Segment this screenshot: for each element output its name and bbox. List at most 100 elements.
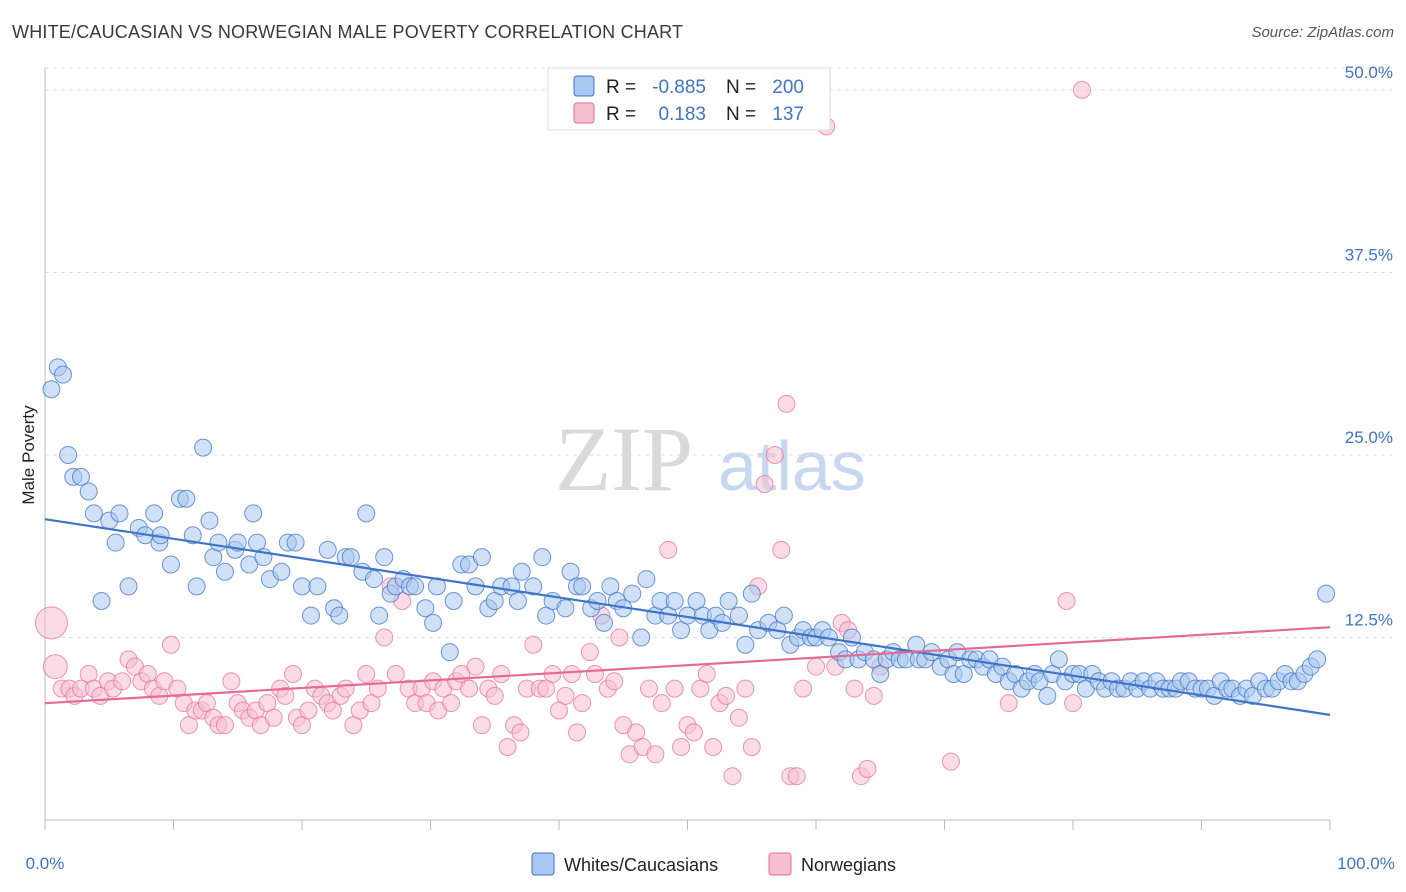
norwegians-point — [113, 672, 132, 691]
legend-r-value-1: -0.885 — [652, 77, 706, 98]
norwegians-point — [672, 737, 691, 756]
legend-bottom: Whites/Caucasians Norwegians — [531, 852, 896, 876]
norwegians-point — [765, 445, 784, 464]
norwegians-point — [284, 664, 303, 683]
norwegians-point — [723, 767, 742, 786]
series-norwegians — [34, 80, 1091, 786]
norwegians-point — [511, 723, 530, 742]
whites-point — [92, 591, 111, 610]
norwegians-point — [717, 686, 736, 705]
legend-n-value-1: 200 — [772, 77, 804, 98]
norwegians-point — [665, 679, 684, 698]
whites-point — [209, 533, 228, 552]
norwegians-point — [573, 694, 592, 713]
whites-point — [357, 504, 376, 523]
norwegians-point — [222, 672, 241, 691]
norwegians-point — [639, 679, 658, 698]
whites-point — [729, 606, 748, 625]
norwegians-point — [276, 686, 295, 705]
whites-point — [119, 577, 138, 596]
norwegians-point — [299, 701, 318, 720]
norwegians-point — [777, 394, 796, 413]
norwegians-point — [386, 664, 405, 683]
whites-point — [440, 643, 459, 662]
legend-top: R = -0.885 N = 200 R = 0.183 N = 137 — [547, 67, 831, 131]
norwegians-point — [610, 628, 629, 647]
whites-point — [556, 599, 575, 618]
norwegians-point — [264, 708, 283, 727]
norwegians-point — [42, 654, 68, 680]
norwegians-point — [755, 475, 774, 494]
whites-point — [293, 577, 311, 596]
whites-point — [370, 606, 389, 625]
norwegians-point — [336, 679, 355, 698]
norwegians-point — [562, 664, 581, 683]
trend-line-norwegians — [44, 626, 1331, 705]
legend-n-label-2: N = — [726, 104, 756, 125]
norwegians-point — [646, 745, 665, 764]
norwegians-point — [772, 540, 791, 559]
norwegians-point — [999, 694, 1018, 713]
y-tick-label: 50.0% — [1345, 63, 1393, 82]
whites-point — [145, 504, 164, 523]
whites-point — [1308, 650, 1327, 669]
norwegians-point — [729, 708, 748, 727]
whites-point — [183, 526, 202, 545]
norwegians-point — [556, 686, 575, 705]
norwegians-point — [794, 679, 813, 698]
whites-point — [774, 606, 793, 625]
norwegians-point — [498, 737, 517, 756]
whites-point — [1317, 584, 1336, 603]
norwegians-point — [485, 686, 504, 705]
norwegians-point — [845, 679, 864, 698]
legend-swatch-blue — [573, 75, 595, 97]
norwegians-point — [1072, 80, 1091, 99]
whites-point — [406, 577, 425, 596]
whites-point — [341, 548, 360, 567]
whites-point — [161, 555, 180, 574]
y-tick-labels: 12.5% 25.0% 37.5% 50.0% — [1345, 63, 1393, 630]
whites-point — [508, 591, 527, 610]
legend-r-label-2: R = — [606, 104, 636, 125]
whites-point — [1038, 686, 1057, 705]
norwegians-point — [472, 716, 491, 735]
whites-point — [594, 613, 613, 632]
norwegians-point — [736, 679, 755, 698]
whites-point — [665, 591, 684, 610]
y-tick-label: 25.0% — [1345, 428, 1393, 447]
whites-point — [623, 584, 642, 603]
whites-point — [318, 540, 337, 559]
whites-point — [177, 489, 196, 508]
norwegians-point — [659, 540, 678, 559]
whites-point — [719, 591, 738, 610]
norwegians-point — [858, 759, 877, 778]
gridlines — [45, 67, 1392, 638]
whites-point — [424, 613, 443, 632]
norwegians-point — [460, 679, 479, 698]
norwegians-point — [442, 694, 461, 713]
whites-point — [79, 482, 98, 501]
norwegians-point — [605, 672, 624, 691]
y-tick-label: 12.5% — [1345, 610, 1393, 629]
whites-point — [59, 445, 78, 464]
whites-point — [194, 438, 213, 457]
whites-point — [588, 591, 607, 610]
y-axis-label: Male Poverty — [19, 405, 38, 505]
chart-title: WHITE/CAUCASIAN VS NORWEGIAN MALE POVERT… — [12, 22, 684, 42]
whites-point — [444, 591, 463, 610]
whites-point — [200, 511, 219, 530]
norwegians-point — [652, 694, 671, 713]
norwegians-point — [585, 664, 604, 683]
norwegians-point — [941, 752, 960, 771]
whites-point — [524, 577, 543, 596]
legend-n-value-2: 137 — [772, 104, 804, 125]
whites-point — [106, 533, 125, 552]
norwegians-point — [161, 635, 180, 654]
whites-point — [240, 555, 259, 574]
whites-point — [286, 533, 305, 552]
whites-point — [416, 599, 435, 618]
whites-point — [53, 365, 72, 384]
whites-point — [573, 577, 592, 596]
whites-point — [42, 380, 61, 399]
